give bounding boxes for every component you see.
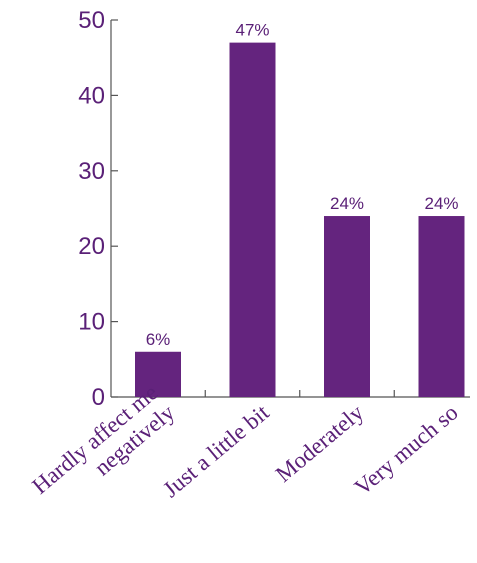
data-label: 24% [424,194,458,213]
y-tick-label: 20 [78,233,105,260]
y-tick-label: 30 [78,158,105,185]
category-label: Moderately [271,399,369,487]
bar [324,216,370,397]
bars [135,42,465,398]
category-label: Very much so [350,400,463,500]
data-label: 6% [146,330,171,349]
category-label-line: Moderately [271,399,369,487]
category-label-line: Very much so [350,400,463,500]
bar [135,351,181,397]
y-axis: 0 10 20 30 40 50 [78,7,118,411]
data-label: 47% [235,21,269,40]
bar [229,42,276,398]
bar [418,216,465,397]
y-tick-label: 40 [78,82,105,109]
y-tick-label: 10 [78,309,105,336]
y-tick-label: 50 [78,7,105,34]
data-labels: 6% 47% 24% 24% [146,21,459,349]
y-tick-label: 0 [92,384,105,411]
data-label: 24% [330,194,364,213]
